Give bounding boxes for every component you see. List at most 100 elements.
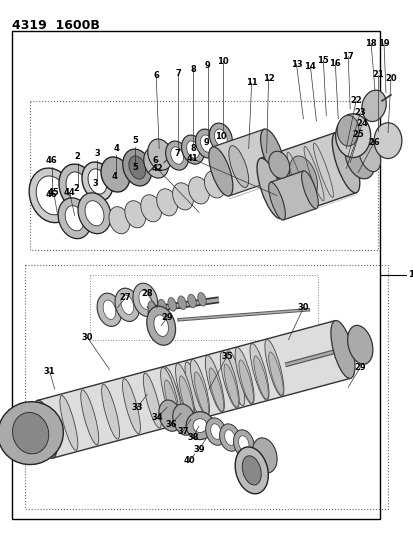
Bar bbox=[12, 31, 379, 519]
Ellipse shape bbox=[115, 288, 139, 321]
Ellipse shape bbox=[122, 379, 140, 433]
Text: 23: 23 bbox=[354, 108, 365, 117]
Text: 11: 11 bbox=[245, 78, 257, 87]
Text: 4: 4 bbox=[111, 172, 117, 181]
Text: 4: 4 bbox=[113, 143, 119, 152]
Text: 41: 41 bbox=[186, 154, 197, 163]
Text: 18: 18 bbox=[364, 39, 376, 47]
Text: 26: 26 bbox=[367, 138, 379, 147]
Ellipse shape bbox=[159, 400, 181, 431]
Ellipse shape bbox=[188, 294, 196, 308]
Ellipse shape bbox=[121, 295, 133, 314]
Ellipse shape bbox=[172, 183, 193, 210]
Ellipse shape bbox=[186, 141, 199, 158]
Ellipse shape bbox=[192, 418, 206, 433]
Ellipse shape bbox=[205, 418, 225, 445]
Text: 15: 15 bbox=[317, 55, 328, 64]
Polygon shape bbox=[260, 132, 356, 219]
Ellipse shape bbox=[205, 357, 223, 411]
Text: 13: 13 bbox=[290, 60, 301, 69]
Ellipse shape bbox=[347, 325, 372, 364]
Ellipse shape bbox=[103, 300, 116, 319]
Ellipse shape bbox=[204, 171, 225, 198]
Ellipse shape bbox=[177, 296, 186, 310]
Ellipse shape bbox=[154, 315, 168, 336]
Ellipse shape bbox=[58, 198, 91, 239]
Ellipse shape bbox=[256, 158, 284, 219]
Ellipse shape bbox=[101, 157, 130, 192]
Text: 1: 1 bbox=[407, 270, 413, 279]
Ellipse shape bbox=[235, 447, 268, 494]
Text: 5: 5 bbox=[132, 163, 138, 172]
Ellipse shape bbox=[373, 123, 401, 158]
Text: 36: 36 bbox=[165, 419, 176, 429]
Ellipse shape bbox=[210, 424, 221, 439]
Text: 6: 6 bbox=[152, 156, 158, 165]
Ellipse shape bbox=[82, 162, 113, 201]
Text: 30: 30 bbox=[82, 333, 93, 342]
Ellipse shape bbox=[128, 156, 145, 179]
Ellipse shape bbox=[167, 297, 176, 311]
Ellipse shape bbox=[125, 201, 145, 228]
Text: 46: 46 bbox=[46, 190, 57, 199]
Text: 9: 9 bbox=[204, 61, 210, 69]
Text: 2: 2 bbox=[74, 184, 79, 193]
Ellipse shape bbox=[264, 340, 283, 396]
Ellipse shape bbox=[194, 372, 208, 415]
Text: 14: 14 bbox=[304, 61, 316, 70]
Ellipse shape bbox=[268, 151, 289, 179]
Text: 16: 16 bbox=[329, 59, 340, 68]
Ellipse shape bbox=[139, 290, 151, 310]
Text: 29: 29 bbox=[161, 313, 173, 322]
Text: 29: 29 bbox=[354, 363, 365, 372]
Ellipse shape bbox=[143, 147, 168, 178]
Text: 27: 27 bbox=[119, 293, 131, 302]
Text: 3: 3 bbox=[95, 149, 100, 158]
Text: 5: 5 bbox=[132, 135, 138, 144]
Ellipse shape bbox=[109, 207, 130, 234]
Ellipse shape bbox=[226, 351, 244, 406]
Ellipse shape bbox=[88, 169, 107, 194]
Ellipse shape bbox=[140, 195, 161, 222]
Ellipse shape bbox=[170, 147, 183, 164]
Ellipse shape bbox=[160, 367, 179, 424]
Text: 8: 8 bbox=[190, 64, 195, 74]
Ellipse shape bbox=[200, 135, 213, 152]
Text: 28: 28 bbox=[141, 289, 153, 298]
Text: 45: 45 bbox=[48, 188, 59, 197]
Ellipse shape bbox=[358, 137, 380, 172]
Ellipse shape bbox=[344, 136, 374, 179]
Ellipse shape bbox=[301, 171, 318, 208]
Text: 46: 46 bbox=[46, 156, 57, 165]
Ellipse shape bbox=[335, 114, 370, 158]
Text: 42: 42 bbox=[151, 164, 163, 173]
Ellipse shape bbox=[268, 182, 285, 220]
Text: 7: 7 bbox=[174, 149, 180, 158]
Text: 20: 20 bbox=[384, 75, 396, 84]
Ellipse shape bbox=[60, 395, 78, 450]
Polygon shape bbox=[37, 321, 350, 458]
Text: 39: 39 bbox=[193, 445, 204, 454]
Ellipse shape bbox=[185, 411, 214, 440]
Ellipse shape bbox=[59, 164, 96, 211]
Ellipse shape bbox=[253, 356, 268, 399]
Ellipse shape bbox=[238, 435, 248, 451]
Text: 4319  1600B: 4319 1600B bbox=[12, 19, 100, 33]
Ellipse shape bbox=[164, 368, 182, 422]
Ellipse shape bbox=[208, 147, 232, 196]
Ellipse shape bbox=[289, 156, 317, 199]
Text: 7: 7 bbox=[175, 69, 180, 77]
Ellipse shape bbox=[249, 343, 268, 400]
Ellipse shape bbox=[185, 362, 202, 417]
Ellipse shape bbox=[66, 172, 89, 203]
Ellipse shape bbox=[332, 132, 359, 193]
Ellipse shape bbox=[29, 168, 74, 223]
Ellipse shape bbox=[147, 301, 156, 314]
Ellipse shape bbox=[101, 384, 119, 439]
Ellipse shape bbox=[33, 400, 57, 458]
Ellipse shape bbox=[197, 293, 206, 306]
Polygon shape bbox=[212, 129, 280, 196]
Ellipse shape bbox=[235, 348, 254, 404]
Ellipse shape bbox=[65, 206, 84, 231]
Ellipse shape bbox=[242, 456, 261, 485]
